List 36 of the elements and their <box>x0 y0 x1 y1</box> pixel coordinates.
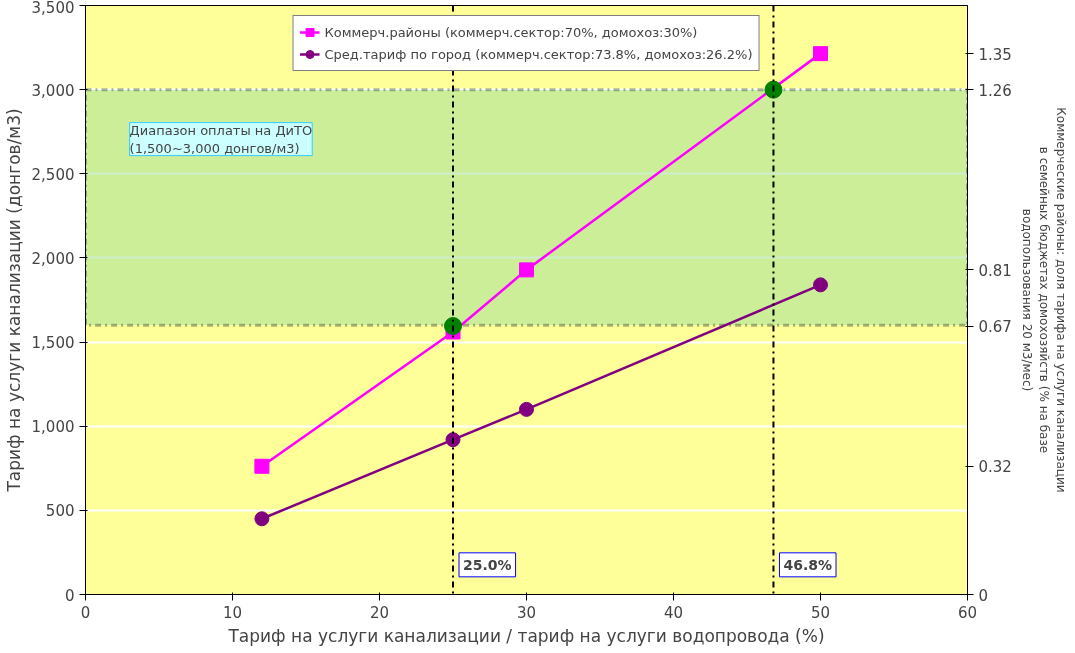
y2-tick-label: 1.35 <box>978 45 1012 64</box>
x-tick-label: 0 <box>80 603 91 622</box>
y-tick-label: 3,500 <box>31 0 75 17</box>
point <box>519 262 534 278</box>
point <box>254 511 270 527</box>
y-tick-label: 2,500 <box>31 165 75 184</box>
x-tick-label: 60 <box>957 603 978 622</box>
x-tick-label: 40 <box>663 603 684 622</box>
x-tick-label: 50 <box>810 603 831 622</box>
y-tick-label: 3,000 <box>31 81 75 100</box>
point <box>813 277 828 293</box>
legend-label: Сред.тариф по город (коммерч.сектор:73.8%, домохоз:26.2%) <box>324 46 753 62</box>
band-label: Диапазон оплаты на ДиТО (1,500~3,000 донгов/м3) <box>129 122 313 156</box>
x-tick-label: 10 <box>222 603 243 622</box>
point <box>445 432 461 448</box>
y2-tick-label: 0 <box>978 586 989 605</box>
y-tick-label: 2,000 <box>31 249 75 268</box>
x-tick-label: 20 <box>369 603 390 622</box>
point <box>813 46 828 62</box>
point <box>519 401 534 417</box>
y2-axis-title: Коммерческие районы: доля тарифа на услуги канализации в семейных бюджетах домохозяйств (% на базе водопользования 20 м3/мес) <box>1019 107 1068 493</box>
legend-label: Коммерч.районы (коммерч.сектор:70%, домохоз:30%) <box>324 24 698 40</box>
x-tick-label: 30 <box>516 603 537 622</box>
y2-tick-label: 0.81 <box>978 261 1012 280</box>
y2-tick-label: 0.67 <box>978 318 1012 337</box>
ref-line-label: 46.8% <box>783 556 833 573</box>
y-tick-label: 500 <box>45 502 75 521</box>
ref-line-label: 25.0% <box>463 556 512 573</box>
y2-tick-label: 1.26 <box>978 81 1012 100</box>
y-tick-label: 1,500 <box>31 334 75 353</box>
y2-tick-label: 0.32 <box>978 458 1012 477</box>
x-axis-title: Тариф на услуги канализации / тариф на услуги водопровода (%) <box>227 625 825 646</box>
y-tick-label: 0 <box>64 586 75 605</box>
point <box>254 458 270 474</box>
y-tick-label: 1,000 <box>31 418 75 437</box>
y-axis-title: Тариф на услуги канализации (донгов/м3) <box>3 108 24 493</box>
